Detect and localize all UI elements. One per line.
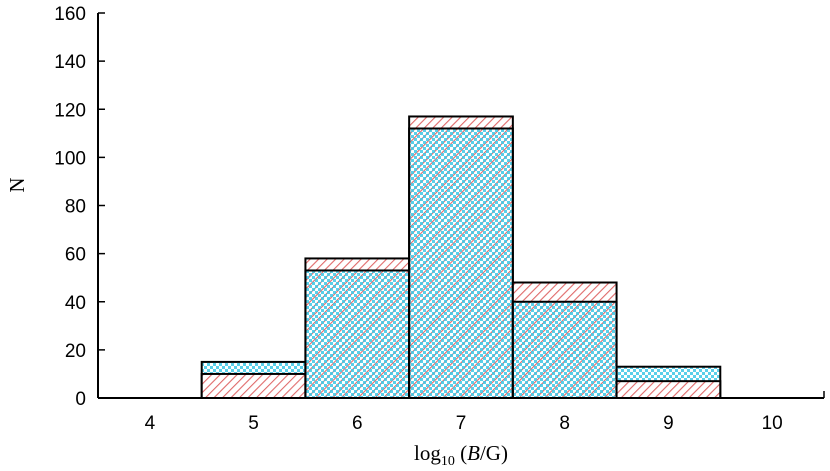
x-tick-label: 9 — [663, 413, 674, 434]
x-tick-label: 4 — [145, 413, 156, 434]
x-tick-label: 7 — [456, 413, 467, 434]
bar-series1-bin9 — [615, 380, 722, 399]
x-tick-label: 6 — [352, 413, 363, 434]
x-label-prefix: log — [414, 441, 441, 465]
x-label-open: ( — [455, 441, 467, 465]
y-tick-label: 120 — [54, 100, 86, 121]
y-tick-label: 0 — [75, 389, 86, 410]
y-tick-label: 60 — [65, 245, 86, 266]
y-axis-label: N — [5, 177, 29, 192]
x-tick-label: 10 — [762, 413, 783, 434]
x-axis-label: log10 (B/G) — [414, 441, 508, 469]
ticks-layer: 0 20 40 60 80 100 120 140 160 4 5 6 7 8 9 10 — [54, 4, 825, 434]
y-tick-label: 40 — [65, 293, 86, 314]
y-tick-label: 80 — [65, 197, 86, 218]
bar-series2-bin6 — [304, 269, 411, 399]
bars-layer — [200, 115, 722, 399]
x-label-subscript: 10 — [441, 454, 455, 469]
bar-series1-bin5 — [200, 372, 307, 399]
bar-series2-bin8 — [511, 300, 618, 399]
y-tick-label: 140 — [54, 52, 86, 73]
x-label-variable: B — [467, 441, 480, 465]
y-tick-label: 100 — [54, 148, 86, 169]
x-tick-label: 5 — [248, 413, 259, 434]
y-tick-label: 20 — [65, 341, 86, 362]
x-label-suffix: /G) — [480, 441, 508, 465]
bar-series2-bin7 — [408, 127, 514, 399]
y-tick-label: 160 — [54, 4, 86, 25]
x-tick-label: 8 — [559, 413, 570, 434]
